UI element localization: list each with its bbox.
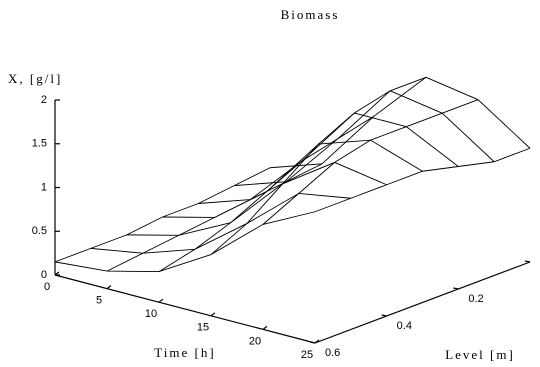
mesh-line-level [314, 147, 531, 213]
z-tick-label: 2 [41, 94, 47, 106]
y-tick [524, 260, 531, 263]
y-tick [453, 287, 459, 290]
mesh-line-level [158, 115, 375, 272]
x-tick-label: 25 [301, 349, 313, 361]
x-tick [262, 325, 268, 330]
x-tick-label: 5 [96, 295, 102, 307]
x-tick-label: 0 [44, 281, 50, 293]
y-tick [381, 314, 387, 317]
mesh-line-time [198, 112, 459, 204]
mesh-line-level [262, 99, 479, 225]
y-axis-label: Level [m] [445, 347, 515, 362]
chart-title: Biomass [281, 7, 340, 22]
x-tick [106, 285, 112, 290]
mesh-line-time [162, 139, 423, 218]
mesh-line-time [234, 90, 495, 187]
x-axis-label: Time [h] [154, 345, 215, 360]
mesh-line-time [54, 211, 316, 273]
x-tick-label: 10 [145, 308, 157, 320]
y-tick [309, 341, 316, 344]
y-tick-label: 0.2 [468, 293, 483, 305]
x-axis [54, 274, 316, 344]
z-tick-label: 0.5 [32, 225, 47, 237]
z-tick-label: 1 [41, 181, 47, 193]
y-tick-label: 0.6 [325, 347, 340, 359]
y-axis [314, 261, 531, 344]
x-tick-label: 20 [249, 335, 261, 347]
mesh-line-level [210, 76, 427, 255]
x-tick-label: 15 [197, 322, 209, 334]
mesh-line-time [90, 192, 351, 254]
x-tick [210, 312, 216, 317]
mesh-line-level [54, 167, 271, 263]
x-tick [314, 339, 320, 344]
z-tick-label: 1.5 [32, 138, 47, 150]
x-tick [54, 271, 60, 276]
mesh-line-time [269, 76, 531, 169]
mesh-line-time [126, 161, 387, 236]
mesh-line-level [106, 163, 323, 272]
z-tick-label: 0 [41, 269, 47, 281]
z-axis-label: X, [g/l] [8, 71, 62, 86]
y-tick-label: 0.4 [397, 320, 412, 332]
x-tick [158, 298, 164, 303]
